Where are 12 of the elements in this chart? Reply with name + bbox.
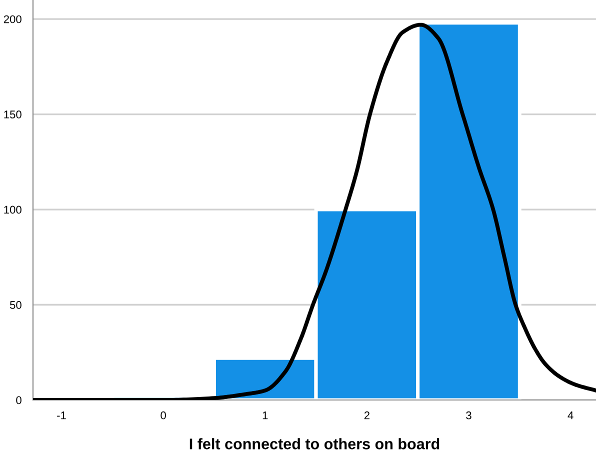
y-tick-label: 50: [10, 301, 22, 309]
x-tick-label: -1: [57, 412, 66, 420]
y-tick-label: 100: [4, 206, 22, 214]
x-tick-label: 0: [160, 411, 166, 420]
x-tick-label: 3: [466, 411, 472, 420]
y-tick-label: 200: [4, 15, 22, 24]
y-tick-label: 150: [4, 110, 22, 118]
x-tick-label: 4: [568, 412, 574, 420]
x-tick-label: 2: [364, 411, 370, 420]
x-tick-label: 1: [262, 412, 268, 420]
x-axis-title: I felt connected to others on board: [190, 438, 440, 450]
y-tick-label: 0: [16, 396, 22, 404]
